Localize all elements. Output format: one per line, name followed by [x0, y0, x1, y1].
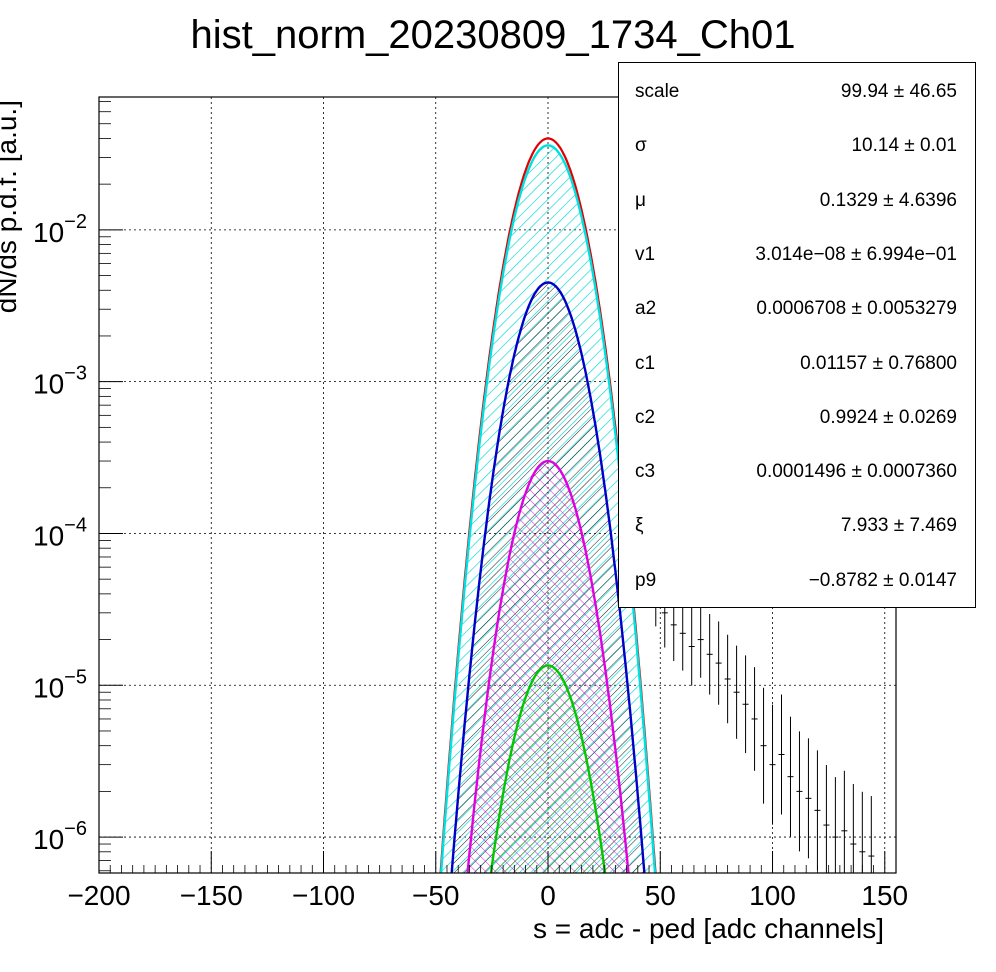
- x-tick-labels: −200 −150 −100 −50 0 50 100 150: [67, 880, 908, 911]
- x-tick-label-4: 0: [540, 880, 556, 911]
- stat-value: 7.933 ± 7.469: [840, 515, 957, 537]
- x-axis-label: s = adc - ped [adc channels]: [533, 913, 884, 944]
- stat-name: σ: [635, 135, 647, 157]
- stat-row-4: a2 0.0006708 ± 0.0053279: [619, 298, 975, 328]
- y-axis-label: dN/ds p.d.f. [a.u.]: [0, 100, 22, 313]
- stat-value: 99.94 ± 46.65: [840, 81, 957, 102]
- stat-name: scale: [635, 81, 680, 102]
- stat-value: 0.1329 ± 4.6396: [819, 189, 957, 211]
- axis-ticks: [98, 101, 897, 873]
- y-tick-label-4: 10−2: [33, 211, 87, 248]
- stat-row-3: v1 3.014e−08 ± 6.994e−01: [619, 244, 975, 274]
- stat-row-6: c2 0.9924 ± 0.0269: [619, 407, 975, 437]
- stat-name: a2: [635, 298, 657, 320]
- stat-name: v1: [635, 243, 656, 265]
- stat-value: 0.01157 ± 0.76800: [800, 352, 957, 374]
- y-tick-label-1: 10−5: [33, 666, 87, 703]
- stat-value: 0.0001496 ± 0.0007360: [756, 461, 957, 483]
- component-curve-c_second: [450, 281, 646, 873]
- x-tick-label-2: −100: [292, 880, 355, 911]
- stat-row-5: c1 0.01157 ± 0.76800: [619, 353, 975, 383]
- stat-value: 3.014e−08 ± 6.994e−01: [755, 243, 957, 265]
- y-tick-label-3: 10−3: [33, 363, 87, 400]
- x-tick-label-5: 50: [645, 880, 676, 911]
- stat-name: p9: [635, 569, 657, 591]
- stat-name: c1: [635, 352, 656, 374]
- x-tick-label-7: 150: [861, 880, 908, 911]
- stat-value: −0.8782 ± 0.0147: [808, 569, 957, 591]
- stat-row-0: scale 99.94 ± 46.65: [619, 81, 975, 111]
- stat-name: c3: [635, 461, 656, 483]
- stat-row-8: ξ 7.933 ± 7.469: [619, 515, 975, 545]
- data-points: [652, 561, 875, 873]
- x-tick-label-3: −50: [412, 880, 460, 911]
- x-tick-label-0: −200: [67, 880, 130, 911]
- component-curve-c_third: [466, 459, 630, 873]
- stat-value: 0.9924 ± 0.0269: [819, 406, 957, 428]
- stat-row-1: σ 10.14 ± 0.01: [619, 135, 975, 165]
- y-tick-label-0: 10−6: [33, 818, 87, 855]
- y-tick-labels: 10−6 10−5 10−4 10−3 10−2: [33, 211, 87, 855]
- stat-row-7: c3 0.0001496 ± 0.0007360: [619, 461, 975, 491]
- fit-stats-box: scale 99.94 ± 46.65 σ 10.14 ± 0.01 μ 0.1329 ±…: [618, 62, 976, 608]
- stat-name: ξ: [635, 515, 644, 537]
- x-tick-label-6: 100: [749, 880, 796, 911]
- stat-name: c2: [635, 406, 656, 428]
- stat-value: 0.0006708 ± 0.0053279: [756, 298, 957, 320]
- component-curve-c_fourth: [489, 664, 607, 873]
- stat-row-2: μ 0.1329 ± 4.6396: [619, 190, 975, 220]
- x-tick-label-1: −150: [180, 880, 243, 911]
- stat-row-9: p9 −0.8782 ± 0.0147: [619, 570, 975, 600]
- stat-name: μ: [635, 189, 646, 211]
- stat-value: 10.14 ± 0.01: [851, 135, 957, 157]
- y-tick-label-2: 10−4: [33, 514, 87, 551]
- chart-title: hist_norm_20230809_1734_Ch01: [191, 13, 796, 57]
